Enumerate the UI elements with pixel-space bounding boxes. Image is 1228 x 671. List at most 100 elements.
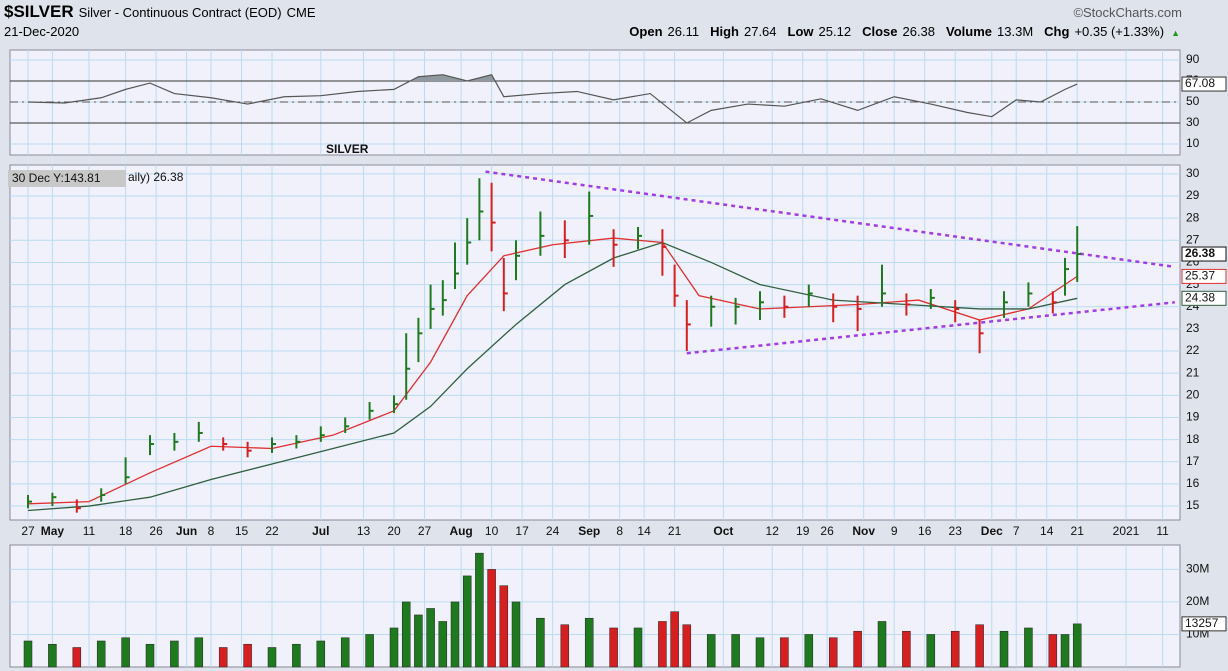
moving-average: [27, 237, 1078, 505]
x-tick-label: 16: [918, 524, 932, 538]
y-tick-label: 30M: [1186, 562, 1209, 576]
stat-value: 27.64: [743, 24, 777, 39]
trendline: [686, 301, 1175, 355]
x-tick-label: Sep: [578, 524, 600, 538]
x-tick-label: 8: [616, 524, 623, 538]
volume-bar: [194, 637, 204, 668]
volume-bar: [658, 621, 667, 668]
volume-bar: [487, 569, 496, 668]
volume-bar: [475, 552, 484, 668]
stat-value: 26.11: [667, 24, 700, 39]
y-tick-label: 19: [1186, 410, 1200, 424]
stat-label: Volume: [946, 24, 993, 39]
x-tick-label: 11: [1156, 524, 1169, 538]
y-tick-label: 18: [1186, 432, 1200, 446]
trendline: [485, 170, 1175, 269]
x-tick-label: 14: [637, 524, 651, 538]
volume-bar: [1060, 634, 1070, 668]
x-tick-label: 26: [149, 524, 163, 538]
x-tick-label: 14: [1040, 524, 1054, 538]
y-tick-label: 16: [1186, 476, 1200, 490]
panel-background: [9, 49, 1181, 156]
x-tick-label: May: [41, 524, 65, 538]
volume-bar: [450, 601, 460, 668]
x-tick-label: 21: [1071, 524, 1085, 538]
volume-bar: [48, 643, 57, 668]
rsi-line: [27, 73, 1078, 124]
volume-bar: [401, 601, 411, 668]
value-box: [1181, 616, 1227, 632]
volume-bar: [682, 624, 692, 668]
volume-bar: [804, 634, 814, 668]
volume-bar: [218, 647, 228, 668]
x-tick-label: 18: [119, 524, 133, 538]
x-tick-label: 2021: [1113, 524, 1140, 538]
volume-bar: [1072, 623, 1082, 668]
volume-bar: [560, 624, 570, 668]
volume-bar: [731, 634, 740, 668]
y-tick-label: 10: [1186, 136, 1200, 150]
volume-bar: [926, 634, 936, 668]
y-tick-label: 50: [1186, 94, 1200, 108]
volume-bar: [877, 621, 887, 668]
header: $SILVER Silver - Continuous Contract (EO…: [0, 0, 1228, 44]
stats: Open 26.11 High 27.64 Low 25.12 Close 26.38 Volu…: [629, 24, 1180, 39]
volume-bar: [536, 617, 545, 668]
x-tick-label: Oct: [713, 524, 733, 538]
x-tick-label: 19: [796, 524, 810, 538]
y-tick-label: 29: [1186, 188, 1200, 202]
legend-text: aily) 26.38: [128, 170, 184, 184]
exchange: CME: [286, 5, 316, 20]
volume-bar: [755, 637, 765, 668]
volume-bar: [438, 621, 448, 668]
volume-bar: [292, 643, 301, 668]
y-tick-label: 20M: [1186, 594, 1209, 608]
value-box: [1181, 246, 1227, 262]
volume-bar: [72, 647, 82, 668]
stat-label: Chg: [1044, 24, 1070, 39]
volume-bar: [499, 585, 509, 668]
last-value-label: 24.38: [1185, 290, 1215, 304]
stat-value: 13.3M: [997, 24, 1034, 39]
symbol: $SILVER: [4, 2, 74, 21]
volume-bar: [633, 627, 643, 668]
volume-bar: [316, 640, 326, 668]
volume-bar: [999, 630, 1009, 668]
volume-bar: [975, 624, 984, 668]
moving-average: [27, 241, 1078, 512]
tooltip-box: [8, 170, 126, 187]
panel-background: [9, 544, 1181, 668]
x-tick-label: Jun: [176, 524, 197, 538]
last-value-label: 26.38: [1185, 246, 1215, 260]
value-box: [1181, 76, 1227, 92]
x-tick-label: 10: [485, 524, 499, 538]
y-tick-label: 22: [1186, 343, 1200, 357]
volume-bar: [170, 640, 179, 668]
y-tick-label: 28: [1186, 210, 1200, 224]
panel-background: [9, 164, 1181, 521]
x-tick-label: 26: [820, 524, 834, 538]
volume-bar: [340, 637, 350, 668]
stat-label: Close: [862, 24, 898, 39]
stat-label: High: [710, 24, 739, 39]
volume-bar: [462, 575, 472, 668]
x-tick-label: 9: [891, 524, 898, 538]
x-tick-label: 20: [387, 524, 401, 538]
volume-bar: [780, 637, 789, 668]
x-tick-label: Jul: [312, 524, 329, 538]
volume-bar: [584, 617, 594, 668]
x-tick-label: 27: [418, 524, 432, 538]
y-tick-label: 30: [1186, 166, 1200, 180]
volume-bar: [267, 647, 277, 668]
volume-bar: [670, 611, 679, 668]
y-tick-label: 21: [1186, 365, 1200, 379]
y-tick-label: 20: [1186, 387, 1200, 401]
x-tick-label: 11: [83, 524, 96, 538]
y-tick-label: 23: [1186, 321, 1200, 335]
tooltip: 30 Dec Y:143.81: [12, 171, 101, 185]
x-tick-label: Aug: [449, 524, 472, 538]
y-tick-label: 15: [1186, 498, 1200, 512]
value-box: [1181, 290, 1227, 306]
